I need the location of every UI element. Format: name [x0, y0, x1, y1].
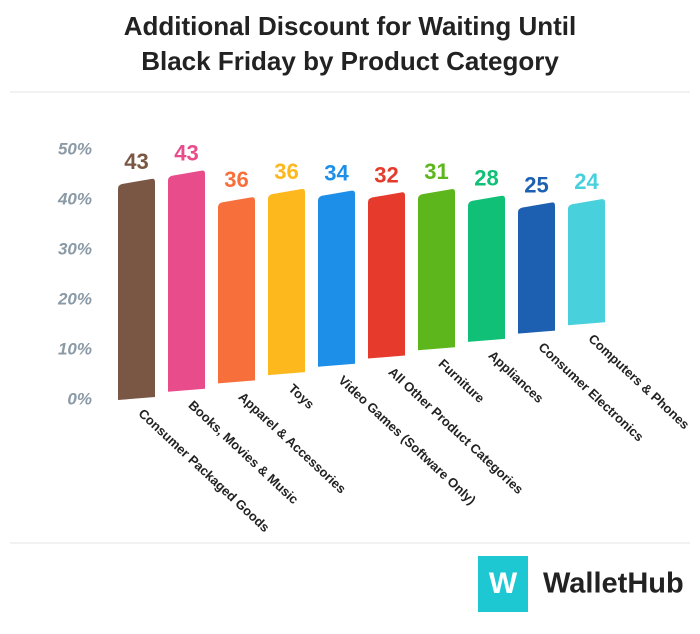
- y-tick-label: 10%: [58, 339, 92, 358]
- value-label: 24: [574, 169, 599, 194]
- bar: [318, 190, 355, 367]
- bar: [118, 178, 155, 400]
- y-tick-label: 20%: [57, 289, 92, 308]
- x-tick-label: Appliances: [486, 348, 547, 406]
- bar: [518, 202, 555, 334]
- bar: [168, 170, 205, 392]
- value-label: 31: [424, 159, 448, 184]
- x-tick-label: Computers & Phones: [586, 331, 693, 432]
- y-tick-label: 40%: [57, 189, 92, 208]
- y-tick-label: 30%: [58, 239, 92, 258]
- x-tick-label: Toys: [286, 381, 318, 412]
- x-tick-label: Furniture: [436, 356, 488, 406]
- bar: [218, 197, 255, 384]
- value-label: 36: [274, 159, 298, 184]
- value-label: 25: [524, 172, 548, 197]
- y-tick-label: 0%: [67, 389, 92, 408]
- bar: [418, 189, 455, 351]
- value-label: 36: [224, 167, 248, 192]
- value-label: 34: [324, 161, 349, 186]
- bar: [368, 192, 405, 359]
- logo-text: WalletHub: [543, 568, 684, 600]
- y-tick-label: 50%: [58, 139, 92, 158]
- chart-title: Black Friday by Product Category: [141, 46, 559, 76]
- value-label: 32: [374, 162, 398, 187]
- value-label: 43: [124, 149, 148, 174]
- x-tick-label: Consumer Electronics: [536, 339, 647, 444]
- value-label: 28: [474, 166, 498, 191]
- x-tick-label: Apparel & Accessories: [236, 389, 349, 496]
- bar: [468, 195, 505, 342]
- value-label: 43: [174, 141, 198, 166]
- logo-letter: W: [489, 567, 518, 600]
- bar: [568, 199, 605, 326]
- x-tick-label: Books, Movies & Music: [186, 397, 302, 507]
- chart-title: Additional Discount for Waiting Until: [124, 11, 577, 41]
- bar: [268, 188, 305, 376]
- logo-box: [478, 556, 528, 612]
